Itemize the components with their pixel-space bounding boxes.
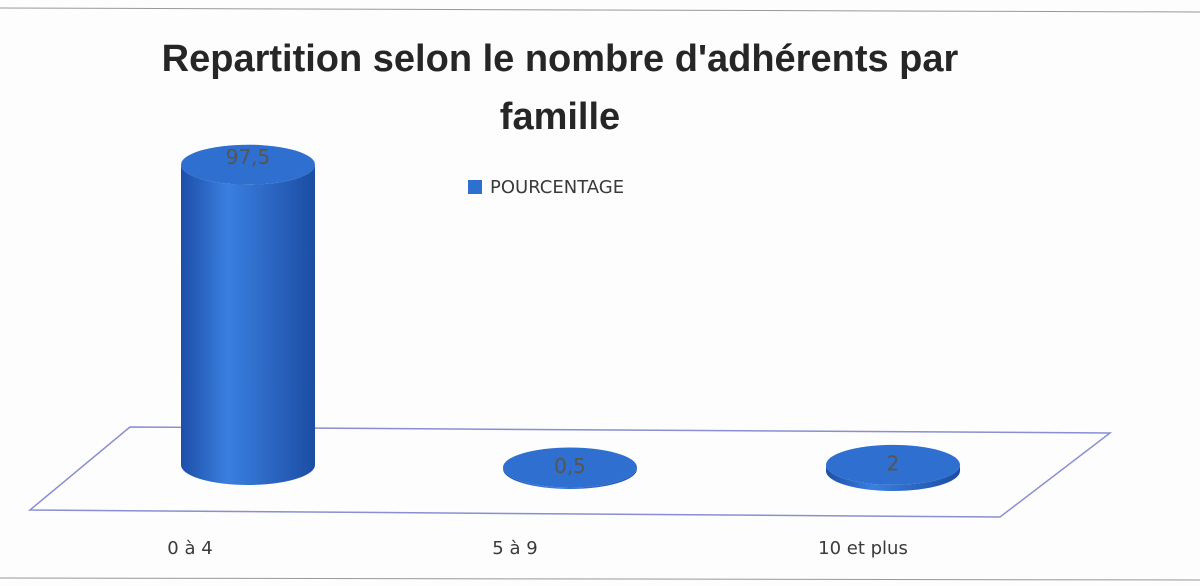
cylinder-body [826, 464, 960, 491]
x-tick-label: 10 et plus [818, 538, 908, 559]
data-label: 2 [887, 451, 900, 475]
legend-label: POURCENTAGE [490, 177, 624, 198]
cylinder-top [181, 144, 315, 185]
x-tick-label: 0 à 4 [167, 538, 212, 559]
scan-edge [0, 577, 1200, 581]
cylinder-top [826, 444, 960, 485]
chart-title: Repartition selon le nombre d'adhérents … [161, 38, 959, 138]
x-tick-label: 5 à 9 [492, 538, 537, 559]
data-label: 97,5 [226, 145, 271, 169]
data-label: 0,5 [554, 454, 586, 478]
floor [27, 426, 1113, 518]
scan-edge [0, 7, 1200, 13]
cylinder-top [503, 447, 637, 488]
cylinder-body [181, 164, 315, 485]
legend-swatch [468, 180, 482, 194]
